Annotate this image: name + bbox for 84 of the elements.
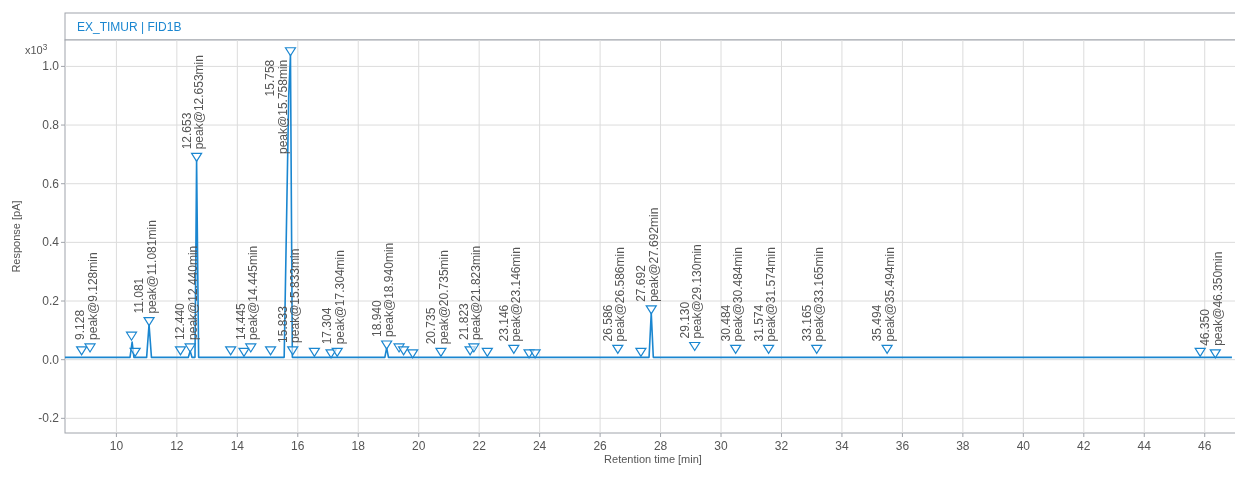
point	[811, 344, 823, 355]
annotation: 9.128 peak@9.128min	[73, 252, 100, 340]
x-tick-label: 26	[593, 439, 608, 453]
annotation: 11.081 peak@11.081min	[132, 220, 159, 314]
point	[129, 347, 141, 357]
annotation: 14.445 peak@14.445min	[233, 245, 261, 340]
x-tick-label: 42	[1077, 439, 1091, 453]
x-tick-label: 40	[1016, 439, 1031, 453]
annotation: 29.130 peak@29.130min	[677, 244, 705, 339]
x-tick-label: 28	[653, 439, 668, 453]
point	[1209, 349, 1221, 359]
x-axis-title: Retention time [min]	[604, 453, 702, 465]
x-tick-label: 14	[230, 439, 245, 453]
annotation: 21.823 peak@21.823min	[456, 245, 484, 340]
point	[264, 346, 277, 356]
y-tick-label: 1.0	[42, 59, 60, 74]
x-tick-label: 18	[351, 439, 366, 453]
point	[730, 344, 742, 355]
point	[468, 343, 480, 353]
point	[529, 349, 541, 359]
point	[191, 152, 203, 162]
point	[689, 341, 701, 352]
point	[125, 331, 138, 341]
point	[225, 346, 237, 356]
x-tick-label: 24	[532, 439, 547, 453]
annotation: 46.350 peak@46.350min	[1198, 251, 1225, 346]
point	[76, 346, 88, 356]
x-tick-label: 34	[835, 439, 849, 453]
point	[435, 347, 447, 357]
point	[331, 347, 343, 357]
x-tick-label: 22	[472, 439, 487, 453]
annotation: 17.304 peak@17.304min	[320, 250, 347, 345]
annotation: 27.692 peak@27.692min	[634, 207, 661, 302]
point	[174, 346, 187, 356]
x-tick-label: 32	[774, 439, 789, 453]
y-tick-label: -0.2	[38, 411, 60, 426]
annotation: 31.574 peak@31.574min	[751, 247, 779, 342]
x-tick-label: 12	[170, 439, 184, 453]
point	[381, 340, 393, 350]
point	[284, 47, 297, 57]
annotation: 23.146 peak@23.146min	[496, 247, 524, 342]
point	[645, 305, 657, 315]
y-tick-label: 0.2	[42, 294, 60, 309]
x-tick-label: 10	[109, 439, 124, 453]
point	[635, 347, 647, 357]
y-tick-label: 0.4	[42, 235, 60, 250]
annotation: 35.494 peak@35.494min	[870, 247, 897, 342]
point	[84, 343, 96, 353]
annotation: 12.653 peak@12.653min	[179, 55, 207, 150]
point	[308, 347, 321, 357]
annotation: 30.484 peak@30.484min	[718, 247, 746, 342]
text: x10$^{3}$	[25, 42, 48, 56]
x-tick-label: 20	[412, 439, 426, 453]
y-axis-title: Response [pA]	[10, 200, 22, 273]
x-tick-label: 36	[895, 439, 910, 453]
x-tick-label: 46	[1198, 439, 1212, 453]
y-tick-label: 0.0	[42, 352, 60, 367]
point	[407, 349, 419, 359]
point	[245, 343, 257, 353]
annotation: 12.440 peak@12.440min	[173, 245, 200, 340]
annotation: 20.735 peak@20.735min	[423, 250, 451, 345]
point	[1194, 347, 1206, 357]
point	[184, 343, 196, 353]
annotation: 15.833 peak@15.833min	[275, 248, 303, 343]
x-tick-label: 44	[1137, 439, 1152, 453]
y-tick-label: 0.6	[42, 176, 60, 191]
point	[881, 344, 893, 355]
x-tick-label: 38	[956, 439, 970, 453]
point	[238, 347, 250, 357]
point	[763, 344, 775, 355]
point	[143, 316, 155, 327]
chart-title: EX_TIMUR | FID1B	[77, 20, 182, 34]
point	[481, 347, 493, 357]
annotation: 33.165 peak@33.165min	[799, 247, 827, 342]
annotation: 26.586 peak@26.586min	[600, 247, 628, 342]
point	[612, 344, 624, 355]
x-tick-label: 16	[291, 439, 305, 453]
point	[508, 344, 520, 355]
point	[287, 346, 299, 356]
annotation: 18.940 peak@18.940min	[369, 242, 397, 338]
y-tick-label: 0.8	[42, 118, 60, 133]
annotation: 15.758 peak@15.758min	[263, 59, 291, 154]
x-tick-label: 30	[714, 439, 729, 453]
point	[397, 346, 410, 356]
